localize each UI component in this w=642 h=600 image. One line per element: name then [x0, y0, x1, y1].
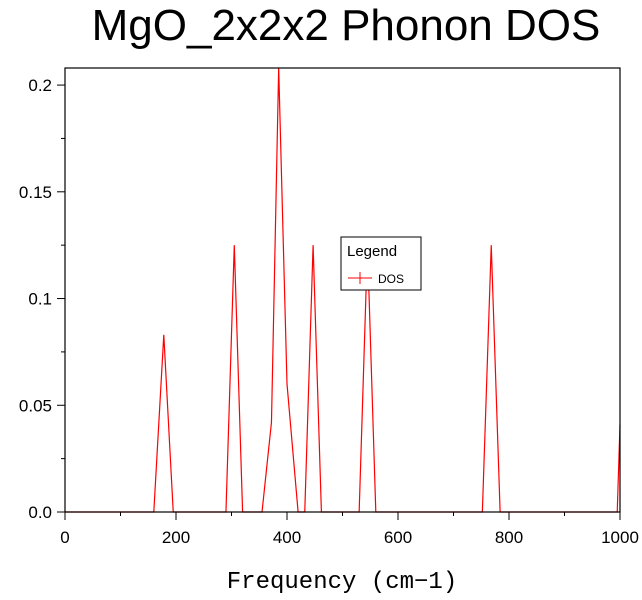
legend: Legend DOS	[340, 236, 422, 291]
x-tick-label: 1000	[601, 528, 639, 547]
y-tick-label: 0.2	[28, 76, 52, 95]
x-axis-label: Frequency (cm−1)	[227, 569, 457, 596]
plot-area-frame	[64, 67, 621, 513]
x-tick-label: 200	[162, 528, 190, 547]
legend-title: Legend	[347, 243, 397, 260]
axis-ticks: 0 200 400 600 800 1000 0.0 0.05 0.1 0.15 0.2	[19, 76, 639, 547]
y-tick-label: 0.1	[28, 290, 52, 309]
x-tick-label: 600	[384, 528, 412, 547]
legend-box	[340, 236, 422, 291]
legend-label-dos: DOS	[378, 272, 404, 286]
chart-title: MgO_2x2x2 Phonon DOS	[92, 1, 601, 50]
x-tick-label: 0	[60, 528, 69, 547]
y-tick-label: 0.15	[19, 183, 52, 202]
x-tick-label: 800	[495, 528, 523, 547]
y-tick-label: 0.0	[28, 503, 52, 522]
x-tick-label: 400	[273, 528, 301, 547]
y-tick-label: 0.05	[19, 396, 52, 415]
